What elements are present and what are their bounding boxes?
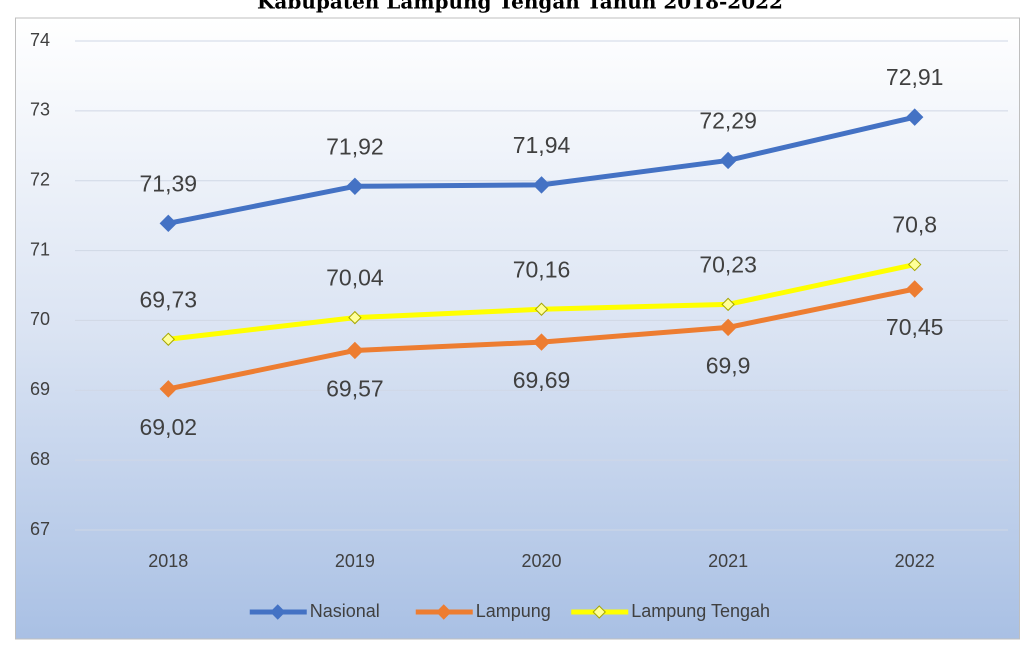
marker <box>719 151 737 170</box>
y-tick-label: 73 <box>30 100 50 120</box>
data-label: 71,94 <box>513 132 571 158</box>
data-label: 69,9 <box>706 352 751 378</box>
y-tick-label: 68 <box>30 449 50 469</box>
chart-frame <box>15 17 1020 640</box>
data-label: 69,02 <box>140 414 198 440</box>
marker <box>159 380 178 398</box>
legend-label: Lampung Tengah <box>631 601 770 621</box>
marker <box>161 332 176 346</box>
legend-label: Nasional <box>310 601 380 621</box>
chart-title: Kabupaten Lampung Tengah Tahun 2018-2022 <box>257 0 783 14</box>
marker <box>905 108 924 126</box>
x-tick-label: 2019 <box>335 551 375 571</box>
x-tick-label: 2018 <box>148 551 188 571</box>
y-tick-label: 69 <box>30 379 50 399</box>
marker <box>532 333 551 351</box>
data-label: 71,92 <box>326 133 384 159</box>
marker <box>436 604 452 620</box>
marker <box>719 318 737 337</box>
marker <box>907 257 922 272</box>
data-label: 69,57 <box>326 376 384 402</box>
data-label: 69,73 <box>140 286 198 312</box>
data-label: 70,23 <box>699 251 757 277</box>
x-tick-label: 2022 <box>895 551 935 571</box>
y-tick-label: 72 <box>30 169 50 189</box>
marker <box>534 302 549 316</box>
marker <box>592 605 606 619</box>
data-label: 70,8 <box>892 212 937 238</box>
legend-label: Lampung <box>476 601 551 621</box>
marker <box>346 341 364 360</box>
y-tick-label: 71 <box>30 239 50 259</box>
marker <box>532 176 551 194</box>
data-label: 70,04 <box>326 265 384 291</box>
marker <box>348 310 362 325</box>
data-label: 70,45 <box>886 314 944 340</box>
data-label: 69,69 <box>513 367 571 393</box>
x-tick-label: 2021 <box>708 551 748 571</box>
marker <box>346 177 364 196</box>
y-tick-label: 70 <box>30 309 50 329</box>
marker <box>721 297 735 312</box>
marker <box>905 280 924 298</box>
data-label: 72,91 <box>886 64 944 90</box>
data-label: 71,39 <box>140 170 198 196</box>
y-tick-label: 67 <box>30 519 50 539</box>
data-label: 72,29 <box>699 108 757 134</box>
marker <box>159 214 178 233</box>
x-tick-label: 2020 <box>521 551 561 571</box>
y-tick-label: 74 <box>30 30 50 50</box>
marker <box>270 604 286 620</box>
data-label: 70,16 <box>513 256 571 282</box>
